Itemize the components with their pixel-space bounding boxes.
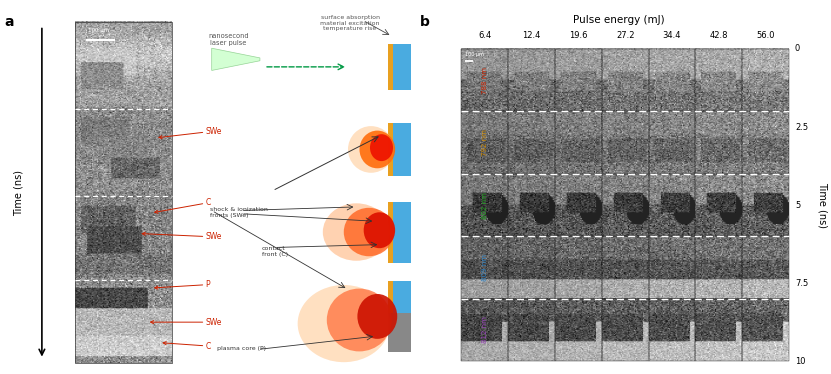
- Text: 100 μm: 100 μm: [88, 28, 109, 34]
- Ellipse shape: [348, 126, 394, 173]
- Text: 56.0: 56.0: [756, 31, 774, 40]
- Text: Time (ns): Time (ns): [818, 182, 828, 228]
- Text: Time (ns): Time (ns): [14, 169, 24, 215]
- Text: plasma core (P): plasma core (P): [217, 346, 266, 350]
- FancyBboxPatch shape: [388, 280, 411, 313]
- FancyBboxPatch shape: [388, 313, 411, 352]
- Text: a: a: [4, 15, 13, 29]
- Ellipse shape: [327, 289, 391, 352]
- Ellipse shape: [360, 131, 395, 168]
- Text: 788 nm: 788 nm: [482, 67, 488, 94]
- Text: SWe: SWe: [159, 127, 222, 139]
- Text: 42.8: 42.8: [710, 31, 728, 40]
- Polygon shape: [212, 48, 260, 70]
- FancyBboxPatch shape: [388, 43, 393, 90]
- Text: Pulse energy (mJ): Pulse energy (mJ): [573, 15, 665, 25]
- Text: P: P: [155, 280, 210, 289]
- FancyBboxPatch shape: [388, 202, 411, 263]
- FancyBboxPatch shape: [388, 123, 393, 177]
- Text: 809 nm: 809 nm: [482, 254, 488, 281]
- Text: 802 nm: 802 nm: [482, 191, 488, 218]
- Text: shock & ionization
fronts (SWe): shock & ionization fronts (SWe): [209, 207, 268, 218]
- Text: 2.5: 2.5: [795, 123, 808, 132]
- Text: b: b: [420, 15, 430, 29]
- Text: contact
front (C): contact front (C): [262, 246, 288, 257]
- Text: SWe: SWe: [142, 232, 222, 241]
- Text: C: C: [163, 341, 211, 350]
- FancyBboxPatch shape: [388, 123, 411, 177]
- Text: 34.4: 34.4: [662, 31, 681, 40]
- Text: 12.4: 12.4: [523, 31, 541, 40]
- Text: 812 nm: 812 nm: [482, 317, 488, 343]
- Text: 792 nm: 792 nm: [482, 129, 488, 156]
- Text: 100 μm: 100 μm: [465, 52, 484, 57]
- Ellipse shape: [344, 208, 394, 256]
- FancyBboxPatch shape: [388, 202, 393, 263]
- Text: 6.4: 6.4: [478, 31, 491, 40]
- Ellipse shape: [357, 294, 397, 339]
- Text: nanosecond
laser pulse: nanosecond laser pulse: [208, 33, 248, 46]
- FancyBboxPatch shape: [388, 43, 411, 90]
- Text: 19.6: 19.6: [569, 31, 588, 40]
- FancyBboxPatch shape: [388, 280, 393, 313]
- Text: SWe: SWe: [150, 318, 222, 327]
- Text: 10: 10: [795, 357, 805, 366]
- Text: 27.2: 27.2: [616, 31, 634, 40]
- Text: surface absorption
material excitation
temperature rise: surface absorption material excitation t…: [320, 15, 380, 31]
- Text: 5: 5: [795, 200, 800, 209]
- Ellipse shape: [370, 134, 393, 161]
- Ellipse shape: [322, 203, 390, 261]
- Ellipse shape: [364, 212, 395, 248]
- Text: 0: 0: [795, 45, 800, 53]
- Ellipse shape: [297, 285, 390, 362]
- Text: C: C: [155, 198, 211, 213]
- Text: 7.5: 7.5: [795, 279, 809, 288]
